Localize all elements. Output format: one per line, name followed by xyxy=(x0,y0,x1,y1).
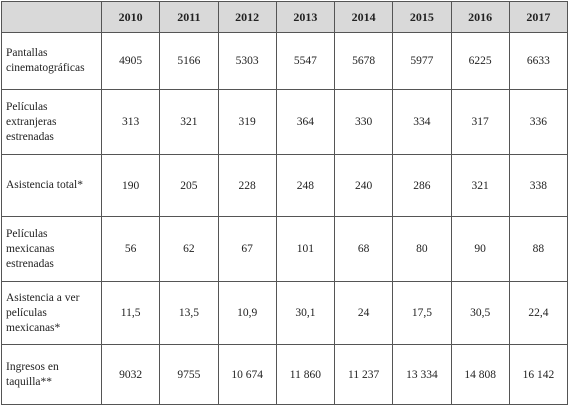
cell-value: 80 xyxy=(392,216,452,282)
cell-value: 364 xyxy=(275,89,336,155)
cell-value: 5678 xyxy=(333,32,394,90)
row-label: Pantallas cinematográficas xyxy=(1,32,102,90)
cell-value: 10,9 xyxy=(217,281,277,345)
year-header: 2014 xyxy=(333,1,394,33)
cell-value: 338 xyxy=(508,154,569,217)
cell-value: 6633 xyxy=(508,32,569,90)
cell-value: 334 xyxy=(392,89,452,155)
cell-value: 30,5 xyxy=(450,281,510,345)
data-row: Pantallas cinematográficas 4905 5166 5303 55… xyxy=(1,32,569,90)
data-row: Asistencia total* 190 205 228 248 240 286 321 33… xyxy=(1,154,569,217)
data-row: Asistencia a ver películas mexicanas* 11,… xyxy=(1,281,569,345)
row-label: Asistencia total* xyxy=(1,154,102,217)
cell-value: 205 xyxy=(159,154,219,217)
year-header: 2016 xyxy=(450,1,510,33)
cell-value: 321 xyxy=(450,154,510,217)
header-row: 2010 2011 2012 2013 2014 2015 2016 2017 xyxy=(1,1,569,33)
cell-value: 10 674 xyxy=(217,344,277,405)
cell-value: 56 xyxy=(100,216,161,282)
cell-value: 62 xyxy=(159,216,219,282)
cell-value: 13,5 xyxy=(159,281,219,345)
cell-value: 4905 xyxy=(100,32,161,90)
cell-value: 317 xyxy=(450,89,510,155)
cell-value: 11 860 xyxy=(275,344,336,405)
cell-value: 5547 xyxy=(275,32,336,90)
cell-value: 330 xyxy=(333,89,394,155)
cell-value: 68 xyxy=(333,216,394,282)
cell-value: 88 xyxy=(508,216,569,282)
year-header: 2017 xyxy=(508,1,569,33)
cell-value: 11,5 xyxy=(100,281,161,345)
cell-value: 228 xyxy=(217,154,277,217)
cell-value: 90 xyxy=(450,216,510,282)
year-header: 2013 xyxy=(275,1,336,33)
cell-value: 30,1 xyxy=(275,281,336,345)
cell-value: 336 xyxy=(508,89,569,155)
year-header: 2010 xyxy=(100,1,161,33)
cell-value: 67 xyxy=(217,216,277,282)
data-row: Películas mexicanas estrenadas 56 62 67 101 6… xyxy=(1,216,569,282)
data-row: Ingresos en taquilla** 9032 9755 10 674 11 8… xyxy=(1,344,569,405)
cell-value: 321 xyxy=(159,89,219,155)
cell-value: 101 xyxy=(275,216,336,282)
corner-cell xyxy=(1,1,102,33)
cell-value: 13 334 xyxy=(392,344,452,405)
cell-value: 9032 xyxy=(100,344,161,405)
year-header: 2011 xyxy=(159,1,219,33)
row-label: Ingresos en taquilla** xyxy=(1,344,102,405)
year-header: 2015 xyxy=(392,1,452,33)
cell-value: 313 xyxy=(100,89,161,155)
data-row: Películas extranjeras estrenadas 313 321 31… xyxy=(1,89,569,155)
cell-value: 11 237 xyxy=(333,344,394,405)
cell-value: 22,4 xyxy=(508,281,569,345)
row-label: Películas extranjeras estrenadas xyxy=(1,89,102,155)
cell-value: 5303 xyxy=(217,32,277,90)
cell-value: 6225 xyxy=(450,32,510,90)
cell-value: 9755 xyxy=(159,344,219,405)
cell-value: 286 xyxy=(392,154,452,217)
row-label: Películas mexicanas estrenadas xyxy=(1,216,102,282)
cell-value: 16 142 xyxy=(508,344,569,405)
cell-value: 24 xyxy=(333,281,394,345)
year-header: 2012 xyxy=(217,1,277,33)
cell-value: 5977 xyxy=(392,32,452,90)
cell-value: 5166 xyxy=(159,32,219,90)
cell-value: 17,5 xyxy=(392,281,452,345)
cell-value: 240 xyxy=(333,154,394,217)
row-label: Asistencia a ver películas mexicanas* xyxy=(1,281,102,345)
cell-value: 319 xyxy=(217,89,277,155)
cell-value: 248 xyxy=(275,154,336,217)
cell-value: 190 xyxy=(100,154,161,217)
cell-value: 14 808 xyxy=(450,344,510,405)
